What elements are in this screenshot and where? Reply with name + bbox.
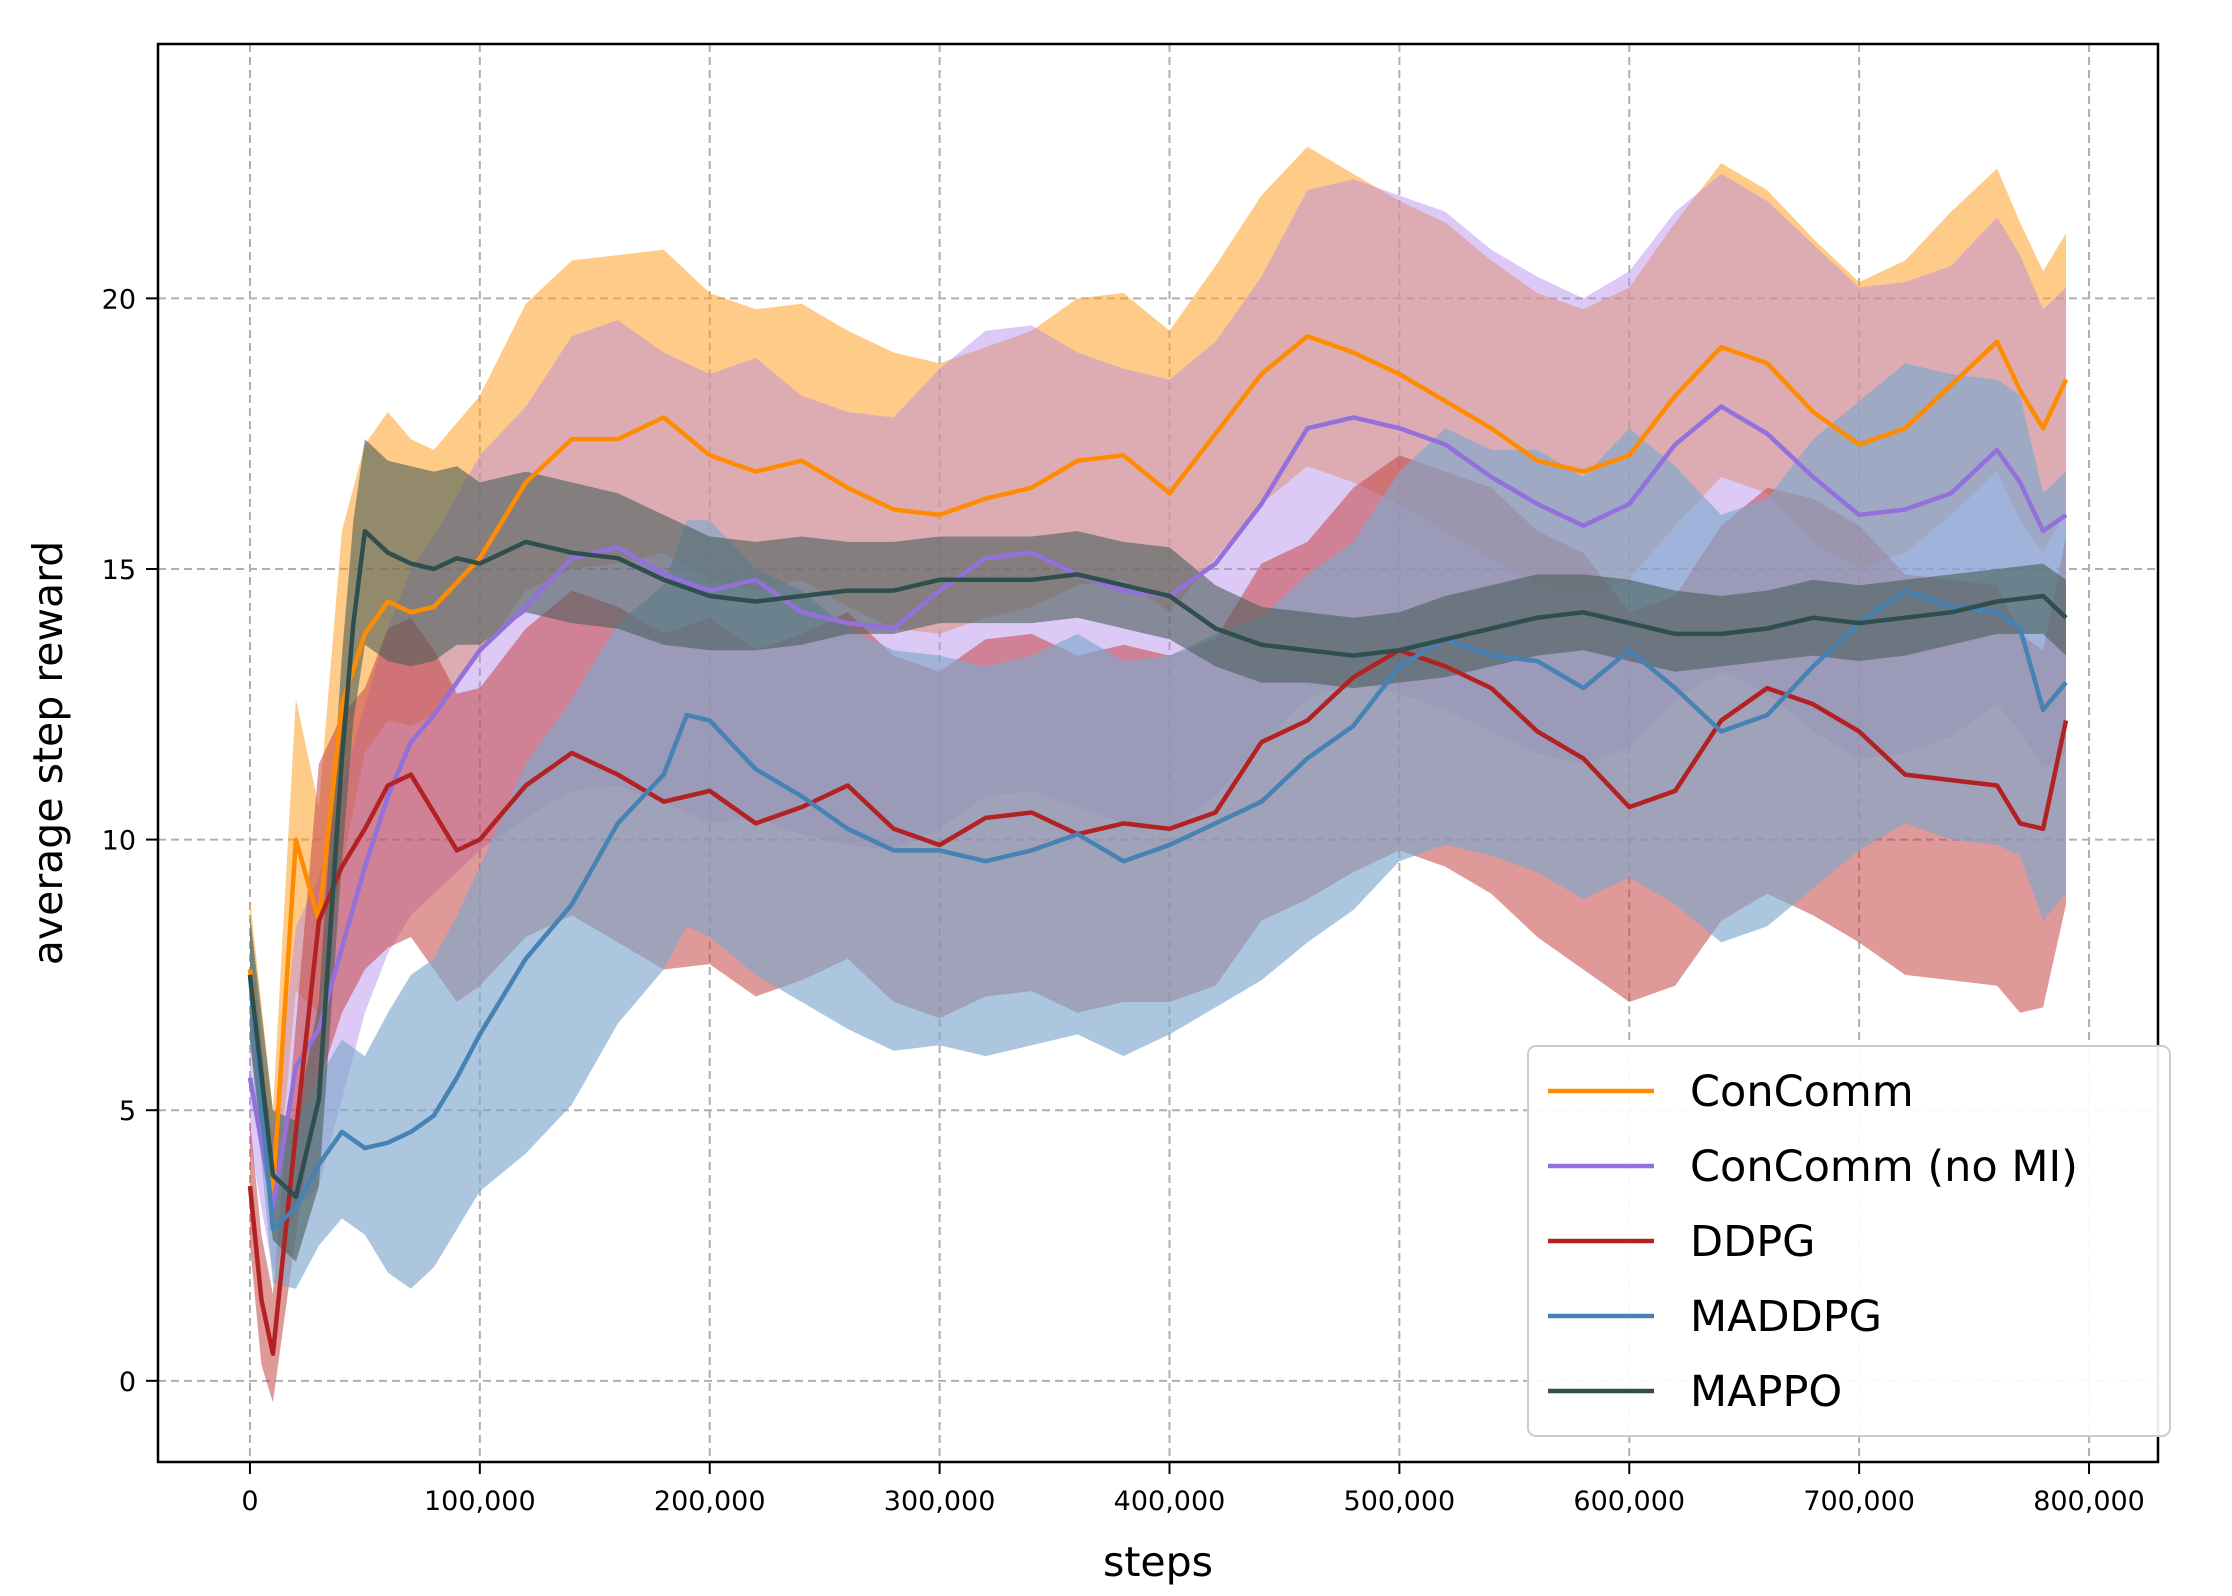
x-tick-label: 700,000 [1803,1486,1915,1517]
x-tick-label: 100,000 [424,1486,536,1517]
line-mappo [247,528,2068,1200]
legend-label: DDPG [1690,1217,1815,1267]
line-concomm-no-mi [247,404,2068,1210]
legend-label: MADDPG [1690,1292,1882,1342]
x-tick-label: 500,000 [1344,1486,1456,1517]
legend-label: ConComm [1690,1067,1914,1117]
legend-item-mappo: MAPPO [1548,1367,1842,1417]
y-axis-ticks: 0 5 10 15 20 [102,284,158,1398]
plot-frame [156,42,2160,1464]
x-tick-label: 300,000 [884,1486,996,1517]
legend: ConComm ConComm (no MI) DDPG MADDPG MAPPO [1527,1045,2171,1437]
x-axis-label: steps [1103,1538,1213,1586]
x-tick-label: 0 [241,1486,258,1517]
line-maddpg [247,588,2068,1232]
legend-item-maddpg: MADDPG [1548,1292,1882,1342]
y-tick-label: 10 [102,826,136,857]
line-concomm [247,334,2069,1194]
y-tick-label: 5 [119,1096,136,1127]
band-mappo [250,439,2066,1262]
y-tick-label: 20 [102,284,136,315]
x-tick-label: 800,000 [2033,1486,2145,1517]
line-ddpg [247,647,2069,1357]
legend-item-concomm-no-mi: ConComm (no MI) [1548,1142,2078,1192]
band-concomm [250,146,2066,1241]
y-tick-label: 0 [119,1367,136,1398]
x-axis-ticks: 0 100,000 200,000 300,000 400,000 500,000 600,… [241,1462,2145,1517]
legend-label: ConComm (no MI) [1690,1142,2078,1192]
legend-item-ddpg: DDPG [1548,1217,1815,1267]
x-tick-label: 600,000 [1573,1486,1685,1517]
series-lines [247,334,2069,1357]
y-axis-label: average step reward [24,541,72,966]
x-tick-label: 200,000 [654,1486,766,1517]
legend-label: MAPPO [1690,1367,1842,1417]
legend-item-concomm: ConComm [1548,1067,1914,1117]
x-tick-label: 400,000 [1114,1486,1226,1517]
y-tick-label: 15 [102,555,136,586]
legend-box [1527,1045,2171,1437]
